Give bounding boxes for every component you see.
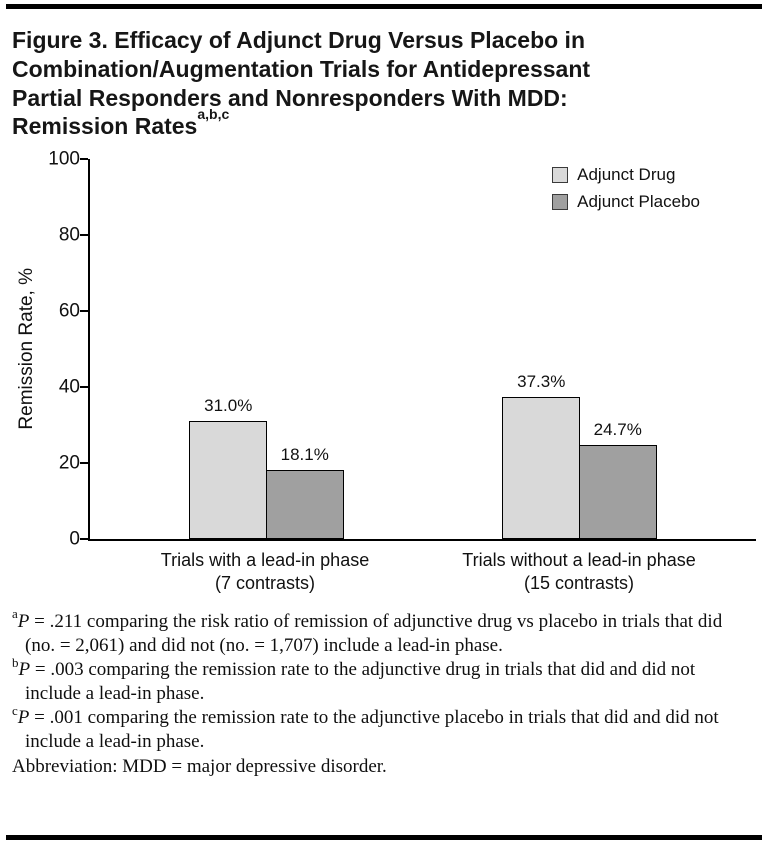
x-category-label: Trials with a lead-in phase (7 contrasts)	[108, 549, 422, 596]
bar-group: 37.3% 24.7%	[423, 159, 736, 539]
y-tick-mark	[80, 158, 88, 160]
bar-adjunct-drug: 31.0%	[189, 159, 268, 539]
footnote-text: = .211 comparing the risk ratio of remis…	[25, 610, 723, 656]
y-axis-label-column: Remission Rate, %	[12, 159, 42, 539]
x-category-line1: Trials with a lead-in phase	[160, 550, 370, 570]
footnote-p-symbol: P	[17, 610, 30, 632]
chart-legend: Adjunct Drug Adjunct Placebo	[552, 165, 700, 212]
figure-title: Figure 3. Efficacy of Adjunct Drug Versu…	[12, 26, 632, 141]
plot-column: Adjunct Drug Adjunct Placebo 31.0% 18.1% 37…	[80, 158, 756, 596]
y-tick-label: 20	[58, 452, 80, 474]
x-category-line2: (7 contrasts)	[214, 573, 316, 594]
abbreviation-note: Abbreviation: MDD = major depressive dis…	[12, 755, 387, 777]
plot-area: Adjunct Drug Adjunct Placebo 31.0% 18.1% 37…	[80, 158, 756, 541]
bottom-rule	[6, 835, 762, 840]
footnotes-section: aP = .211 comparing the risk ratio of re…	[12, 607, 738, 779]
y-tick-label: 0	[69, 528, 80, 550]
y-tick-label: 100	[48, 148, 80, 170]
x-category-label: Trials without a lead-in phase (15 contra…	[422, 549, 736, 596]
y-axis-tick-labels: 0 20 40 60 80 100	[42, 150, 88, 549]
bar-groups: 31.0% 18.1% 37.3% 24.7%	[90, 159, 756, 539]
y-tick-label: 80	[58, 224, 80, 246]
legend-item: Adjunct Placebo	[552, 192, 700, 212]
footnote-text: = .001 comparing the remission rate to t…	[25, 707, 719, 753]
bar-value-label: 37.3%	[517, 372, 566, 392]
bar-rect	[265, 470, 344, 539]
x-category-line2: (15 contrasts)	[523, 573, 635, 594]
footnote-marker: c	[12, 702, 18, 718]
y-axis-label: Remission Rate, %	[16, 268, 37, 430]
bar-adjunct-placebo: 24.7%	[578, 159, 657, 539]
y-tick-mark	[80, 538, 88, 540]
footnote-marker: a	[12, 606, 18, 622]
footnote-b: bP = .003 comparing the remission rate t…	[12, 654, 738, 706]
bar-value-label: 24.7%	[593, 420, 642, 440]
y-tick-mark	[80, 386, 88, 388]
bar-adjunct-drug: 37.3%	[502, 159, 581, 539]
bar-value-label: 18.1%	[280, 445, 329, 465]
legend-label: Adjunct Placebo	[577, 192, 700, 211]
bar-adjunct-placebo: 18.1%	[265, 159, 344, 539]
bar-rect	[189, 421, 268, 539]
y-tick-mark	[80, 310, 88, 312]
legend-swatch	[552, 194, 569, 210]
y-tick-mark	[80, 234, 88, 236]
x-axis-labels: Trials with a lead-in phase (7 contrasts)…	[88, 549, 756, 596]
legend-label: Adjunct Drug	[577, 165, 676, 184]
footnote-a: aP = .211 comparing the risk ratio of re…	[12, 607, 738, 658]
legend-item: Adjunct Drug	[552, 165, 700, 185]
y-tick-mark	[80, 462, 88, 464]
x-category-line1: Trials without a lead-in phase	[462, 550, 696, 570]
chart-area: Remission Rate, % 0 20 40 60 80 100 Adjunct D…	[12, 150, 756, 596]
bar-rect	[502, 397, 581, 539]
footnote-marker: b	[12, 654, 19, 670]
bar-value-label: 31.0%	[204, 396, 253, 416]
y-tick-label: 40	[58, 376, 80, 398]
figure-title-text: Figure 3. Efficacy of Adjunct Drug Versu…	[12, 27, 591, 140]
top-rule	[6, 4, 762, 9]
footnote-p-symbol: P	[17, 707, 30, 729]
y-tick-label: 60	[58, 300, 80, 322]
legend-swatch	[552, 167, 569, 183]
bar-rect	[578, 445, 657, 539]
footnote-p-symbol: P	[18, 659, 31, 681]
footnote-c: cP = .001 comparing the remission rate t…	[12, 702, 738, 754]
footnote-text: = .003 comparing the remission rate to t…	[25, 659, 696, 705]
bar-group: 31.0% 18.1%	[110, 159, 423, 539]
figure-title-superscript: a,b,c	[197, 105, 230, 122]
